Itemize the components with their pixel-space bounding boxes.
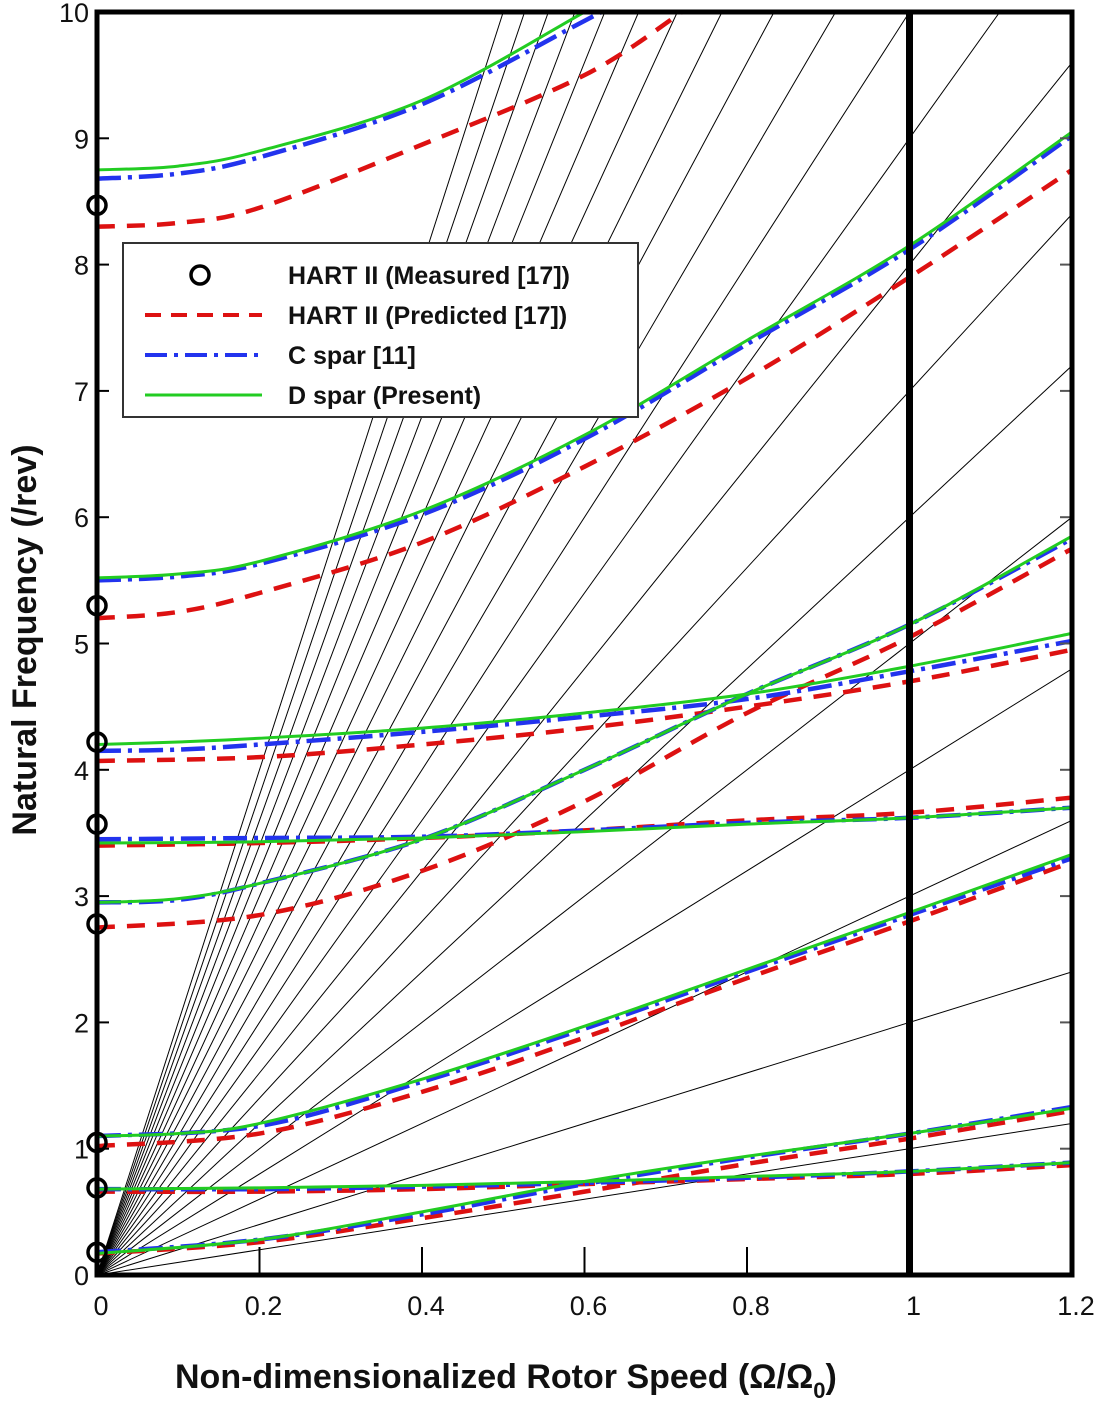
x-tick-label: 1: [906, 1291, 921, 1321]
x-tick-label: 0: [93, 1291, 108, 1321]
x-axis-label-close: ): [825, 1358, 836, 1396]
y-axis-label: Natural Frequency (/rev): [6, 444, 44, 835]
series-3-mode-6: [97, 631, 1072, 747]
plot-border: [94, 9, 1075, 1278]
legend-marker-measured: [189, 264, 211, 286]
per-rev-line-18: [97, 12, 549, 1275]
x-tick-label: 0.6: [570, 1291, 608, 1321]
per-rev-line-15: [97, 12, 640, 1275]
legend-label-measured: HART II (Measured [17]): [288, 262, 570, 290]
data-series: [97, 12, 1072, 1256]
per-rev-line-16: [97, 12, 606, 1275]
legend-label-c-spar: C spar [11]: [288, 342, 416, 370]
per-rev-line-9: [97, 12, 1001, 1275]
series-1-mode-8: [97, 12, 684, 229]
series-3-mode-4: [97, 534, 1072, 904]
x-axis-label-main: Non-dimensionalized Rotor Speed (Ω/Ω: [175, 1358, 813, 1396]
per-rev-line-17: [97, 12, 576, 1275]
per-rev-line-10: [97, 12, 910, 1275]
y-tick-label: 2: [74, 1008, 89, 1038]
per-rev-line-20: [97, 12, 504, 1275]
per-rev-line-12: [97, 12, 775, 1275]
legend-label-d-spar: D spar (Present): [288, 382, 481, 410]
x-tick-label: 0.4: [407, 1291, 445, 1321]
y-tick-label: 10: [59, 0, 89, 28]
y-tick-label: 1: [74, 1135, 89, 1165]
per-rev-line-19: [97, 12, 526, 1275]
series-1-mode-3: [97, 859, 1072, 1149]
series-2-mode-3: [97, 856, 1072, 1139]
y-tick-label: 4: [74, 756, 89, 786]
y-tick-label: 6: [74, 503, 89, 533]
per-rev-line-5: [97, 516, 1072, 1275]
x-tick-label: 0.8: [732, 1291, 770, 1321]
y-tick-label: 8: [74, 251, 89, 281]
series-3-mode-8: [97, 12, 586, 172]
x-axis-label-subscript: 0: [813, 1378, 825, 1402]
legend: HART II (Measured [17]) HART II (Predict…: [122, 242, 639, 418]
x-tick-label: 1.2: [1057, 1291, 1095, 1321]
per-rev-line-14: [97, 12, 678, 1275]
y-tick-label: 0: [74, 1261, 89, 1291]
per-rev-line-13: [97, 12, 723, 1275]
y-tick-label: 7: [74, 377, 89, 407]
series-1-mode-7: [97, 167, 1072, 621]
series-2-mode-6: [97, 638, 1072, 754]
y-tick-label: 9: [74, 124, 89, 154]
axes-frame: [86, 9, 1075, 1278]
per-rev-line-11: [97, 12, 837, 1275]
x-axis-label: Non-dimensionalized Rotor Speed (Ω/Ω0): [175, 1358, 837, 1402]
per-rev-line-2: [97, 971, 1072, 1275]
per-rev-lines: [97, 12, 1072, 1275]
x-tick-label: 0.2: [245, 1291, 283, 1321]
y-tick-label: 5: [74, 630, 89, 660]
series-2-mode-5: [97, 805, 1072, 842]
y-tick-label: 3: [74, 882, 89, 912]
tick-labels: 0 1 2 3 4 5 6 7 8 9 10 0 0.2 0.4 0.6 0.8 1 1.2: [59, 0, 1095, 1321]
legend-label-predicted: HART II (Predicted [17]): [288, 302, 567, 330]
series-2-mode-8: [97, 12, 605, 181]
